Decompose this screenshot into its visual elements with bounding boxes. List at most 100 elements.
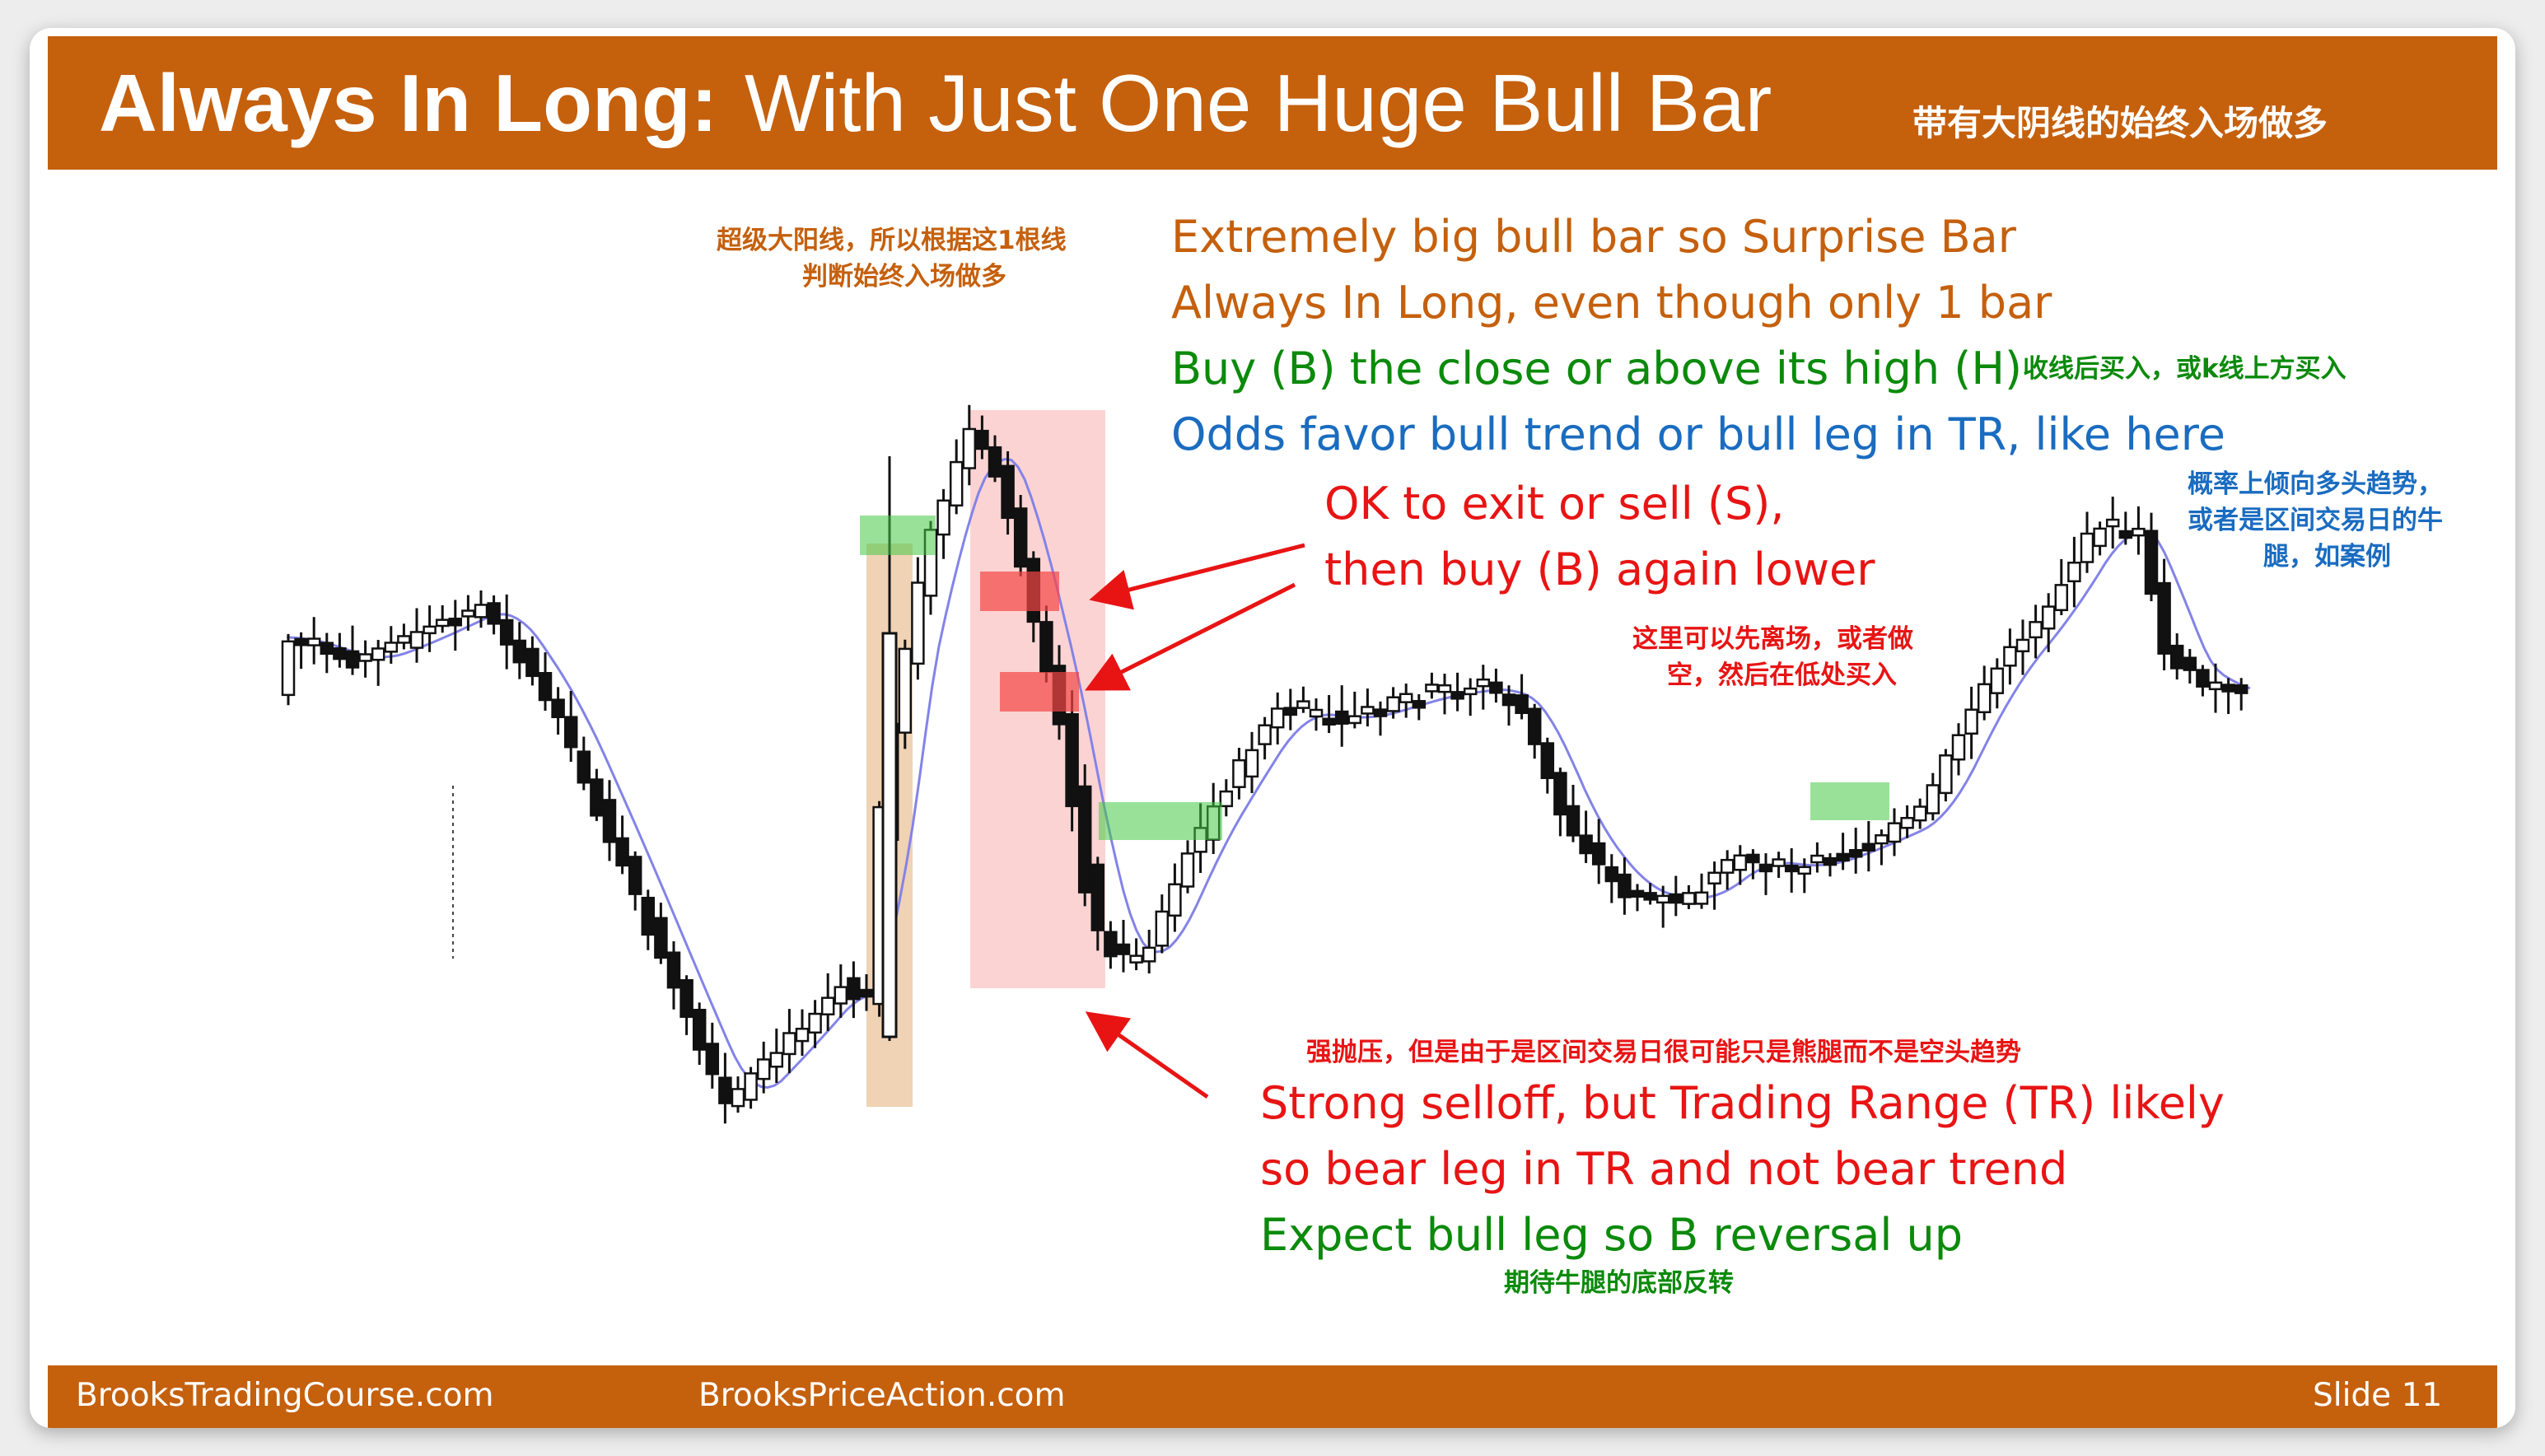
candle-body	[782, 1032, 796, 1056]
candle-body	[769, 1052, 784, 1068]
candle-body	[409, 631, 424, 649]
candle-body	[1707, 871, 1721, 885]
candle-body	[1951, 734, 1966, 761]
candle-body	[384, 642, 399, 653]
selloff-text: Strong selloff, but Trading Range (TR) l…	[1260, 1077, 2225, 1129]
buy-again-text: then buy (B) again lower	[1324, 544, 1875, 595]
candle-body	[2144, 530, 2159, 595]
candle-body	[1013, 507, 1028, 568]
candle-body	[1926, 784, 1940, 814]
candle-body	[525, 647, 539, 678]
slide-number: Slide 11	[2313, 1377, 2443, 1414]
cn-odds-line1: 概率上倾向多头趋势，	[2188, 469, 2443, 499]
candle-body	[1964, 708, 1978, 735]
candle-body	[731, 1088, 745, 1108]
candle-body	[666, 951, 681, 989]
candle-body	[461, 609, 475, 618]
cn-surprise-line1: 超级大阳线，所以根据这1根线	[717, 226, 1067, 255]
candle-body	[512, 639, 527, 664]
candle-body	[1489, 681, 1503, 694]
candle-body	[1001, 464, 1015, 520]
candle-body	[949, 460, 964, 507]
bear-leg-text: so bear leg in TR and not bear trend	[1260, 1143, 2068, 1195]
candle-body	[563, 716, 578, 749]
candle-body	[2015, 638, 2030, 653]
candle-body	[2093, 527, 2107, 548]
candle-body	[679, 979, 693, 1018]
candle-body	[487, 602, 501, 625]
candle-body	[2157, 581, 2171, 655]
candle-body	[628, 856, 642, 895]
candle-body	[2105, 518, 2120, 528]
title-normal: With Just One Huge Bull Bar	[745, 58, 1772, 148]
footer-course-link[interactable]: BrooksTradingCourse.com	[76, 1377, 494, 1414]
candle-body	[1939, 754, 1953, 795]
candle-body	[1104, 931, 1118, 958]
candle-body	[2118, 530, 2133, 539]
footer-bar: BrooksTradingCourse.com BrooksPriceActio…	[48, 1365, 2497, 1428]
candle-body	[820, 996, 835, 1015]
candle-body	[1540, 742, 1555, 779]
candle-body	[2169, 644, 2184, 670]
candle-body	[1463, 687, 1478, 696]
cn-odds-line2: 或者是区间交易日的牛	[2188, 506, 2443, 535]
candle-body	[577, 750, 591, 784]
candle-body	[1823, 856, 1838, 866]
candle-body	[281, 640, 296, 697]
candle-body	[911, 581, 925, 665]
candle-body	[2067, 562, 2081, 583]
candle-body	[1244, 749, 1259, 778]
cn-odds-line3: 腿，如案例	[2263, 542, 2391, 572]
candle-body	[1772, 858, 1786, 867]
candle-body	[435, 618, 450, 628]
surprise-bull-bar	[881, 632, 898, 1038]
candle-body	[1219, 790, 1234, 808]
candle-body	[1810, 854, 1824, 864]
candle-body	[499, 618, 514, 646]
candle-body	[2183, 656, 2197, 671]
candle-body	[602, 799, 617, 843]
expect-bull-leg-text: Expect bull leg so B reversal up	[1260, 1209, 1964, 1261]
title-bold: Always In Long:	[99, 58, 718, 148]
buy-close-text: Buy (B) the close or above its high (H)	[1171, 343, 2023, 394]
candle-body	[1142, 946, 1156, 963]
title-chinese: 带有大阴线的始终入场做多	[1912, 103, 2328, 143]
ema-line	[286, 457, 2251, 1090]
candle-body	[1270, 707, 1285, 729]
candle-body	[1090, 863, 1105, 931]
arrow-to-selloff	[1085, 1011, 1209, 1099]
candle-body	[538, 672, 553, 702]
candle-body	[1168, 883, 1182, 917]
candle-body	[1361, 706, 1375, 715]
candle-body	[2221, 684, 2235, 693]
candle-body	[2041, 605, 2056, 630]
price-chart	[281, 404, 2251, 1124]
footer-priceaction-link[interactable]: BrooksPriceAction.com	[698, 1377, 1066, 1414]
cn-buy-text: 收线后买入，或k线上方买入	[2023, 354, 2347, 384]
candle-body	[1386, 696, 1400, 712]
candle-body	[898, 647, 913, 734]
candle-body	[1797, 866, 1812, 875]
candle-body	[1746, 853, 1760, 864]
candle-body	[1990, 667, 2005, 694]
exit-sell-text: OK to exit or sell (S),	[1324, 478, 1785, 530]
candle-body	[371, 647, 385, 661]
odds-favor-text: Odds favor bull trend or bull leg in TR,…	[1171, 408, 2225, 460]
candle-body	[423, 625, 437, 635]
candle-body	[1836, 852, 1850, 862]
candle-body	[1039, 621, 1053, 673]
candle-body	[1296, 700, 1310, 709]
candle-body	[641, 896, 656, 936]
candle-body	[320, 642, 334, 656]
candle-body	[847, 977, 861, 1001]
candle-body	[590, 778, 604, 817]
candle-body	[2029, 621, 2043, 639]
candle-body	[1527, 707, 1542, 745]
candle-body	[795, 1027, 810, 1043]
candle-body	[1258, 724, 1272, 745]
sell-box-1	[980, 572, 1059, 611]
candle-body	[1669, 893, 1683, 904]
candle-body	[1630, 889, 1645, 898]
candle-body	[1347, 715, 1362, 725]
candle-body	[1155, 910, 1170, 947]
